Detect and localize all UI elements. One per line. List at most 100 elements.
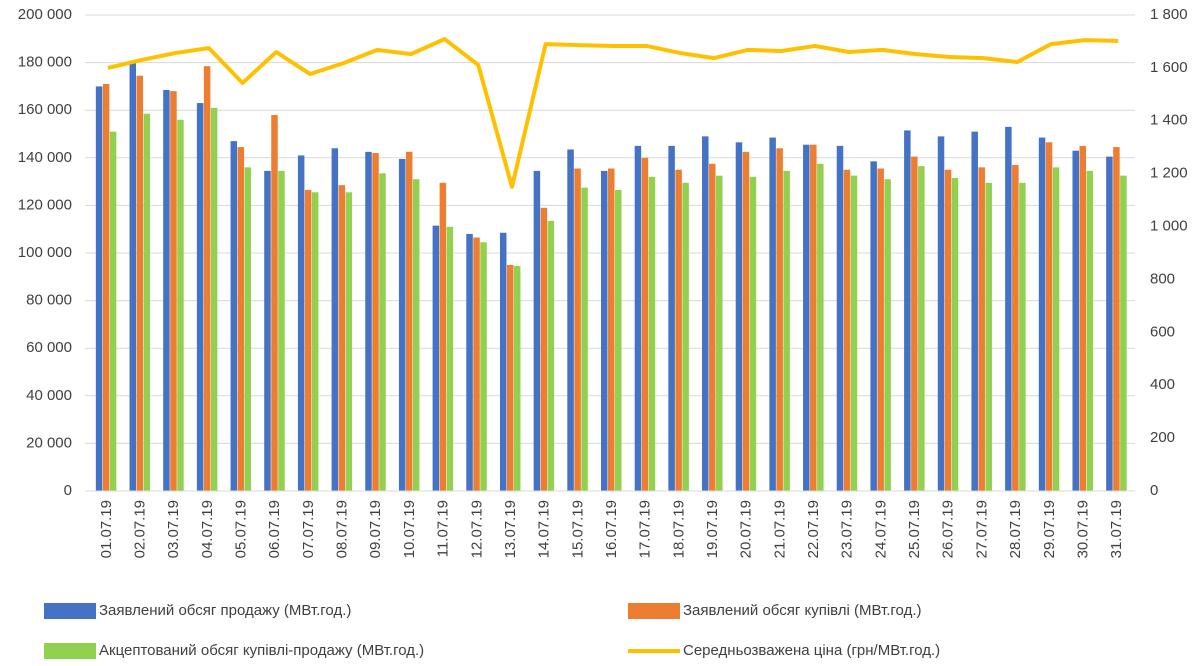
- bar: [237, 147, 245, 491]
- bar: [716, 175, 723, 491]
- bar: [129, 62, 137, 491]
- bar: [641, 157, 649, 492]
- y2-tick-label: 600: [1150, 323, 1175, 340]
- bar: [702, 136, 709, 491]
- x-tick-label: 24.07.19: [872, 500, 889, 558]
- legend-swatch: [628, 603, 680, 619]
- y2-tick-label: 1 800: [1150, 6, 1188, 23]
- y-tick-label: 100 000: [18, 244, 72, 261]
- bar: [271, 114, 278, 492]
- x-tick-label: 28.07.19: [1007, 500, 1024, 558]
- x-tick-label: 13.07.19: [502, 500, 519, 558]
- bar: [1052, 167, 1060, 491]
- bar: [803, 144, 810, 491]
- bar: [365, 151, 372, 491]
- bar: [480, 242, 487, 491]
- bar: [742, 151, 750, 491]
- bar: [311, 192, 319, 491]
- y2-tick-label: 1 200: [1150, 165, 1188, 182]
- bar: [143, 113, 151, 492]
- x-tick-label: 10.07.19: [401, 500, 418, 558]
- bar: [971, 131, 978, 491]
- bar: [944, 169, 952, 491]
- bar: [581, 187, 588, 492]
- legend-label: Заявлений обсяг продажу (МВт.год.): [99, 602, 351, 619]
- bar: [1019, 182, 1026, 492]
- bar: [297, 155, 305, 492]
- bar: [937, 136, 945, 491]
- bar: [372, 153, 379, 492]
- bar: [1045, 142, 1053, 491]
- bar: [776, 148, 783, 491]
- bar: [506, 264, 514, 491]
- bar: [836, 145, 844, 491]
- bar: [1038, 137, 1046, 491]
- bar: [783, 170, 790, 491]
- y2-tick-label: 800: [1150, 270, 1175, 287]
- price-line: [107, 37, 1119, 189]
- legend-label: Акцептований обсяг купівлі-продажу (МВт.…: [99, 642, 424, 659]
- x-tick-label: 16.07.19: [603, 500, 620, 558]
- x-tick-label: 05.07.19: [233, 500, 250, 558]
- y2-tick-label: 1 400: [1150, 112, 1188, 129]
- legend-swatch: [44, 603, 96, 619]
- bar: [668, 145, 675, 491]
- bar: [170, 91, 177, 491]
- x-tick-label: 21.07.19: [771, 500, 788, 558]
- bar: [547, 220, 555, 491]
- y2-tick-label: 1 000: [1150, 218, 1188, 235]
- bar: [432, 225, 440, 491]
- bar: [817, 163, 824, 491]
- legend-label: Середньозважена ціна (грн/МВт.год.): [683, 642, 940, 659]
- bar: [682, 182, 689, 492]
- bar: [601, 170, 608, 491]
- y-tick-label: 40 000: [26, 387, 72, 404]
- bar: [304, 189, 312, 491]
- x-tick-label: 11.07.19: [435, 500, 452, 557]
- bar: [95, 86, 103, 492]
- x-tick-label: 29.07.19: [1041, 500, 1058, 558]
- y-tick-label: 80 000: [26, 292, 72, 309]
- y-tick-label: 140 000: [18, 149, 72, 166]
- legend-label: Заявлений обсяг купівлі (МВт.год.): [683, 602, 921, 619]
- x-tick-label: 31.07.19: [1108, 500, 1125, 558]
- bar: [109, 131, 117, 491]
- bar: [345, 192, 353, 491]
- bar: [379, 173, 386, 491]
- bar: [439, 182, 447, 492]
- bar: [338, 185, 346, 492]
- bar: [1120, 175, 1127, 491]
- y-tick-label: 120 000: [18, 196, 72, 213]
- bar: [1012, 164, 1019, 491]
- y2-tick-label: 200: [1150, 429, 1175, 446]
- x-tick-label: 04.07.19: [199, 500, 216, 558]
- bar: [843, 169, 851, 491]
- x-tick-label: 23.07.19: [839, 500, 856, 558]
- bar: [331, 148, 339, 491]
- bar: [163, 89, 170, 491]
- bar: [615, 189, 622, 491]
- bar: [466, 233, 473, 491]
- bar: [634, 145, 642, 491]
- y-tick-label: 0: [64, 482, 72, 499]
- bar: [904, 130, 911, 491]
- bar: [244, 167, 252, 491]
- x-tick-label: 25.07.19: [906, 500, 923, 558]
- bar: [473, 237, 480, 491]
- bar: [210, 107, 218, 491]
- bar: [749, 176, 757, 491]
- bar: [810, 144, 817, 491]
- bar: [1106, 156, 1113, 492]
- x-tick-label: 17.07.19: [637, 500, 654, 558]
- bar: [230, 141, 238, 491]
- y-tick-label: 200 000: [18, 6, 72, 23]
- x-tick-label: 20.07.19: [738, 500, 755, 558]
- bar: [446, 226, 454, 491]
- bar: [769, 137, 776, 491]
- x-tick-label: 14.07.19: [536, 500, 553, 558]
- bar: [870, 161, 877, 491]
- bar: [102, 84, 110, 492]
- bar: [608, 168, 615, 491]
- bar: [567, 149, 574, 491]
- y2-tick-label: 0: [1150, 482, 1158, 499]
